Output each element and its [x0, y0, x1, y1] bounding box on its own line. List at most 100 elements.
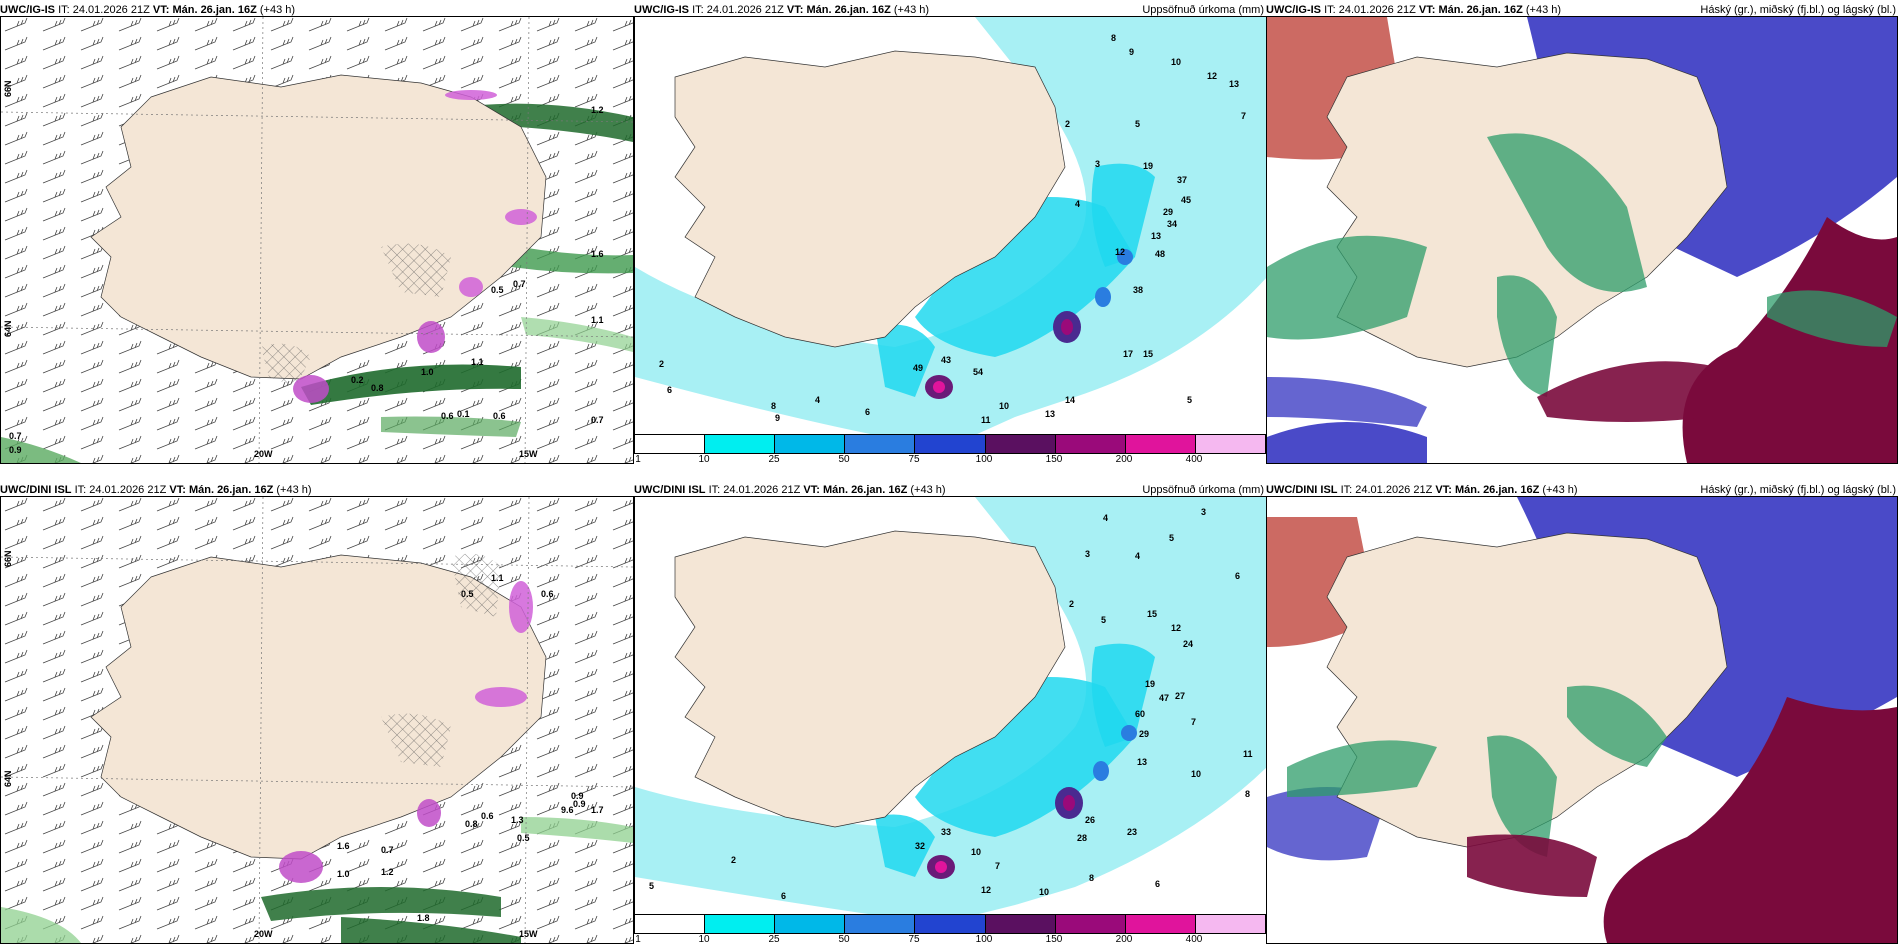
- wind-value-label: 0.7: [513, 279, 526, 289]
- row1-cloud-panel: UWC/IG-IS IT: 24.01.2026 21Z VT: Mán. 26…: [1266, 0, 1900, 470]
- colorbar-tick: 400: [1185, 934, 1203, 945]
- lead-time: (+43 h): [276, 484, 312, 496]
- low-cloud-area: [1267, 377, 1427, 427]
- wind-value-label: 1.7: [591, 805, 604, 815]
- precip-title: Uppsöfnuð úrkoma (mm): [1142, 484, 1264, 496]
- precip-value: 10: [1039, 887, 1049, 897]
- precip-value: 29: [1163, 207, 1173, 217]
- precip-value: 3: [1095, 159, 1100, 169]
- precip-core: [1095, 287, 1111, 307]
- vt-label: VT:: [152, 4, 170, 16]
- mid-cloud-area: [1287, 740, 1437, 797]
- it-value: 24.01.2026 21Z: [1338, 4, 1416, 16]
- lon-label: 20W: [254, 929, 273, 939]
- precip-value: 8: [1089, 873, 1094, 883]
- lead-time: (+43 h): [1542, 484, 1578, 496]
- colorbar-tick: 150: [1045, 934, 1063, 945]
- precip-blob: [475, 687, 527, 707]
- precip-core: [1093, 761, 1109, 781]
- model-name: UWC/IG-IS: [634, 4, 689, 16]
- precip-value: 15: [1147, 609, 1157, 619]
- model-name: UWC/DINI ISL: [0, 484, 72, 496]
- longitude-line: [258, 17, 264, 463]
- hatch-area: [381, 243, 451, 297]
- precip-value: 10: [971, 847, 981, 857]
- cloud-map-svg: [1267, 497, 1897, 943]
- row1-wind-panel: UWC/IG-IS IT: 24.01.2026 21Z VT: Mán. 26…: [0, 0, 634, 470]
- latitude-line: [1, 776, 633, 788]
- precip-value: 6: [865, 407, 870, 417]
- colorbar-tick: 200: [1115, 454, 1133, 465]
- longitude-line: [524, 497, 530, 943]
- precip-value: 2: [1069, 599, 1074, 609]
- vt-label: VT:: [803, 484, 820, 496]
- wind-map[interactable]: 1.2 0.5 0.7 1.6 1.1 1.1 1.0 0.8 0.6 0.7 …: [0, 16, 634, 464]
- cloud-map[interactable]: [1266, 496, 1898, 944]
- wind-value-label: 0.6: [441, 411, 454, 421]
- precip-value: 14: [1065, 395, 1075, 405]
- colorbar-segment: [705, 435, 776, 453]
- lat-label: 66N: [3, 80, 13, 97]
- model-name: UWC/DINI ISL: [1266, 484, 1338, 496]
- wind-value-label: 0.9: [9, 445, 22, 455]
- lat-label: 64N: [3, 770, 13, 787]
- colorbar-segment: [635, 915, 706, 933]
- precip-value: 12: [981, 885, 991, 895]
- wind-value-label: 1.1: [491, 573, 504, 583]
- precip-value: 38: [1133, 285, 1143, 295]
- precip-value: 11: [981, 415, 991, 425]
- wind-map[interactable]: 1.1 0.5 0.6 0.9 0.7 0.8 0.6 0.5 1.6 1.0 …: [0, 496, 634, 944]
- cloud-map-svg: [1267, 17, 1897, 463]
- row2-precip-panel: UWC/DINI ISL IT: 24.01.2026 21Z VT: Mán.…: [634, 480, 1268, 950]
- precip-title: Uppsöfnuð úrkoma (mm): [1142, 4, 1264, 16]
- model-name: UWC/IG-IS: [0, 4, 55, 16]
- precip-value: 10: [1171, 57, 1181, 67]
- colorbar-tick: 1: [635, 934, 641, 945]
- colorbar-segment: [985, 435, 1056, 453]
- it-label: IT:: [74, 484, 87, 496]
- it-value: 24.01.2026 21Z: [723, 484, 801, 496]
- precip-map[interactable]: 4 3 5 6 4 3 2 5 12 24 15 19 47 27 60 29 …: [634, 496, 1268, 916]
- precip-value: 19: [1143, 161, 1153, 171]
- wind-value-label: 1.3: [511, 815, 524, 825]
- hatch-area: [451, 553, 501, 617]
- mid-cloud-area: [1487, 735, 1557, 857]
- high-cloud-area: [1682, 217, 1897, 463]
- precip-value: 2: [659, 359, 664, 369]
- wind-area: [1, 437, 81, 463]
- wind-area: [381, 416, 521, 437]
- precip-value: 4: [1135, 551, 1140, 561]
- cloud-title: Háský (gr.), miðský (fj.bl.) og lágský (…: [1700, 4, 1896, 16]
- precip-value: 6: [1155, 879, 1160, 889]
- cloud-map[interactable]: [1266, 16, 1898, 464]
- wind-area: [341, 917, 521, 943]
- precip-value: 8: [1111, 33, 1116, 43]
- mid-cloud-area: [1767, 290, 1897, 347]
- wind-value-label: 1.0: [421, 367, 434, 377]
- colorbar-tick: 400: [1185, 454, 1203, 465]
- wind-value-label: 0.6: [541, 589, 554, 599]
- precip-value: 6: [1235, 571, 1240, 581]
- vt-label: VT:: [1435, 484, 1452, 496]
- precip-blob: [417, 321, 445, 353]
- lon-label: 15W: [519, 929, 538, 939]
- high-cloud-area: [1467, 834, 1597, 897]
- precip-core: [933, 381, 945, 393]
- precip-value: 13: [1229, 79, 1239, 89]
- lat-label: 66N: [3, 550, 13, 567]
- precip-core: [1121, 725, 1137, 741]
- precip-value: 37: [1177, 175, 1187, 185]
- precip-value: 9: [1129, 47, 1134, 57]
- precip-value: 33: [941, 827, 951, 837]
- precip-map[interactable]: 8 9 10 12 13 7 2 3 4 5 19 37 45 29 34 13…: [634, 16, 1268, 436]
- precip-core: [1061, 319, 1073, 335]
- colorbar-ticks: 1 10 25 50 75 100 150 200 400: [634, 454, 1264, 468]
- wind-value-label: 0.6: [493, 411, 506, 421]
- precip-value: 5: [649, 881, 654, 891]
- row1-precip-title: UWC/IG-IS IT: 24.01.2026 21Z VT: Mán. 26…: [634, 0, 929, 20]
- cloud-title: Háský (gr.), miðský (fj.bl.) og lágský (…: [1700, 484, 1896, 496]
- row1-wind-title: UWC/IG-IS IT: 24.01.2026 21Z VT: Mán. 26…: [0, 0, 295, 20]
- precip-mid-area: [1091, 163, 1155, 267]
- wind-area: [261, 887, 501, 921]
- precip-value: 32: [915, 841, 925, 851]
